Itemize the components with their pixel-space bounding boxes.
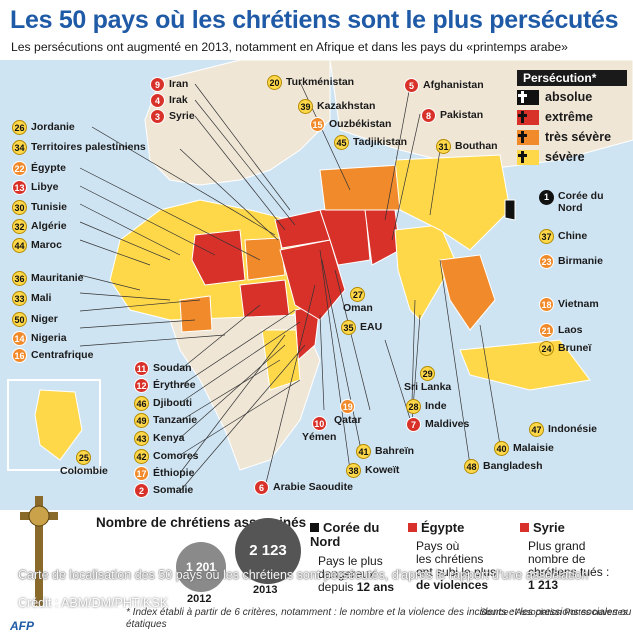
country-colombia xyxy=(34,389,83,461)
square-icon xyxy=(408,523,417,532)
stat-2013-year: 2013 xyxy=(253,584,278,596)
highlight-egypte-text: Pays où les chrétiens ont subi le plus de v… xyxy=(416,539,497,592)
legend-title: Persécution* xyxy=(517,70,627,86)
label-mali: 33 Mali xyxy=(12,290,51,306)
label-koweit: 38 Koweït xyxy=(346,462,399,478)
label-pakistan: 8 Pakistan xyxy=(421,107,483,123)
label-bangladesh: 48 Bangladesh xyxy=(464,458,543,474)
country-egypt xyxy=(244,237,286,281)
label-birmanie: 23 Birmanie xyxy=(539,253,603,269)
label-algerie: 32 Algérie xyxy=(12,218,67,234)
label-oman: 27 Oman xyxy=(343,287,373,317)
label-kazakhstan: 39 Kazakhstan xyxy=(298,98,375,114)
label-afghanistan: 5 Afghanistan xyxy=(404,77,484,93)
image-credit: Crédit : ABM/DM/PHT/KSK xyxy=(18,596,169,610)
country-libya xyxy=(191,229,246,286)
legend-swatch xyxy=(517,109,539,125)
label-syrie: 3 Syrie xyxy=(150,108,195,124)
country-north-korea xyxy=(504,199,516,221)
afp-logo: AFP xyxy=(10,619,34,633)
label-bahrein: 41 Bahreïn xyxy=(356,443,414,459)
legend-swatch xyxy=(517,129,539,145)
label-kenya: 43 Kenya xyxy=(134,430,185,446)
cross-icon xyxy=(20,496,58,606)
label-brunei: 24 Bruneï xyxy=(539,340,591,356)
label-maroc: 44 Maroc xyxy=(12,237,62,253)
legend-item-tres-severe: très sévère xyxy=(517,128,627,146)
label-egypte: 22 Égypte xyxy=(12,160,66,176)
label-irak: 4 Irak xyxy=(150,92,188,108)
legend-swatch xyxy=(517,149,539,165)
label-inde: 28 Inde xyxy=(406,398,447,414)
label-ethiopie: 17 Éthiopie xyxy=(134,465,194,481)
label-tadjikistan: 45 Tadjikistan xyxy=(334,134,407,150)
label-centrafrique: 16 Centrafrique xyxy=(12,347,93,363)
label-laos: 21 Laos xyxy=(539,322,583,338)
label-qatar: 19 Qatar xyxy=(334,399,361,429)
source-note: Source : Association Portes ouvertes xyxy=(480,607,628,617)
legend-item-severe: sévère xyxy=(517,148,627,166)
label-comores: 42 Comores xyxy=(134,448,199,464)
highlight-syrie-title: Syrie xyxy=(520,521,565,535)
highlight-coree-text: Pays le plus dangereux depuis 12 ans xyxy=(318,554,395,594)
label-djibouti: 46 Djibouti xyxy=(134,395,192,411)
label-eau: 35 EAU xyxy=(341,319,382,335)
highlight-egypte-title: Égypte xyxy=(408,521,464,535)
label-chine: 37 Chine xyxy=(539,228,587,244)
label-vietnam: 18 Vietnam xyxy=(539,296,599,312)
label-colombie: 25 Colombie xyxy=(60,450,108,482)
stat-2012-circle: 1 201 xyxy=(176,542,226,592)
highlight-syrie-text: Plus grand nombre de chrétiens tués :1 213 xyxy=(528,539,610,592)
map-title: Les 50 pays où les chrétiens sont le plu… xyxy=(10,6,619,34)
label-tanzanie: 49 Tanzanie xyxy=(134,412,197,428)
image-caption: Carte de localisation des 50 pays où les… xyxy=(18,568,589,582)
label-jordanie: 26 Jordanie xyxy=(12,119,75,135)
stat-2012-year: 2012 xyxy=(187,593,212,605)
square-icon xyxy=(310,523,319,532)
label-libye: 13 Libye xyxy=(12,179,58,195)
label-niger: 50 Niger xyxy=(12,311,58,327)
label-arabie-saoudite: 6 Arabie Saoudite xyxy=(254,479,353,495)
label-sri-lanka: 29 Sri Lanka xyxy=(404,366,451,396)
label-turkmenistan: 20 Turkménistan xyxy=(267,74,354,90)
label-mauritanie: 36 Mauritanie xyxy=(12,270,84,286)
label-yemen: 10 Yémen xyxy=(302,416,336,446)
legend-item-extreme: extrême xyxy=(517,108,627,126)
highlight-coree-title: Corée du Nord xyxy=(310,520,380,549)
legend-item-absolue: absolue xyxy=(517,88,627,106)
stat-2013-circle: 2 123 xyxy=(235,518,301,584)
legend: Persécution* absolue extrême très sévère… xyxy=(517,70,627,166)
label-somalie: 2 Somalie xyxy=(134,482,193,498)
label-coree-du-nord: 1 Corée du Nord xyxy=(539,190,610,218)
label-indonesie: 47 Indonésie xyxy=(529,421,597,437)
legend-swatch xyxy=(517,89,539,105)
label-erythree: 12 Érythrée xyxy=(134,377,196,393)
label-nigeria: 14 Nigeria xyxy=(12,330,67,346)
country-nigeria xyxy=(179,295,213,333)
label-bouthan: 31 Bouthan xyxy=(436,138,498,154)
country-china xyxy=(394,154,511,251)
label-ouzbekistan: 15 Ouzbékistan xyxy=(310,116,391,132)
label-iran: 9 Iran xyxy=(150,76,188,92)
footnote: * Index établi à partir de 6 critères, n… xyxy=(126,607,632,630)
label-territoires-palestiniens: 34 Territoires palestiniens xyxy=(12,139,146,155)
label-malaisie: 40 Malaisie xyxy=(494,440,554,456)
country-se-asia xyxy=(439,254,496,331)
map-subtitle: Les persécutions ont augmenté en 2013, n… xyxy=(11,40,568,54)
square-icon xyxy=(520,523,529,532)
label-tunisie: 30 Tunisie xyxy=(12,199,67,215)
label-maldives: 7 Maldives xyxy=(406,416,469,432)
label-soudan: 11 Soudan xyxy=(134,360,192,376)
